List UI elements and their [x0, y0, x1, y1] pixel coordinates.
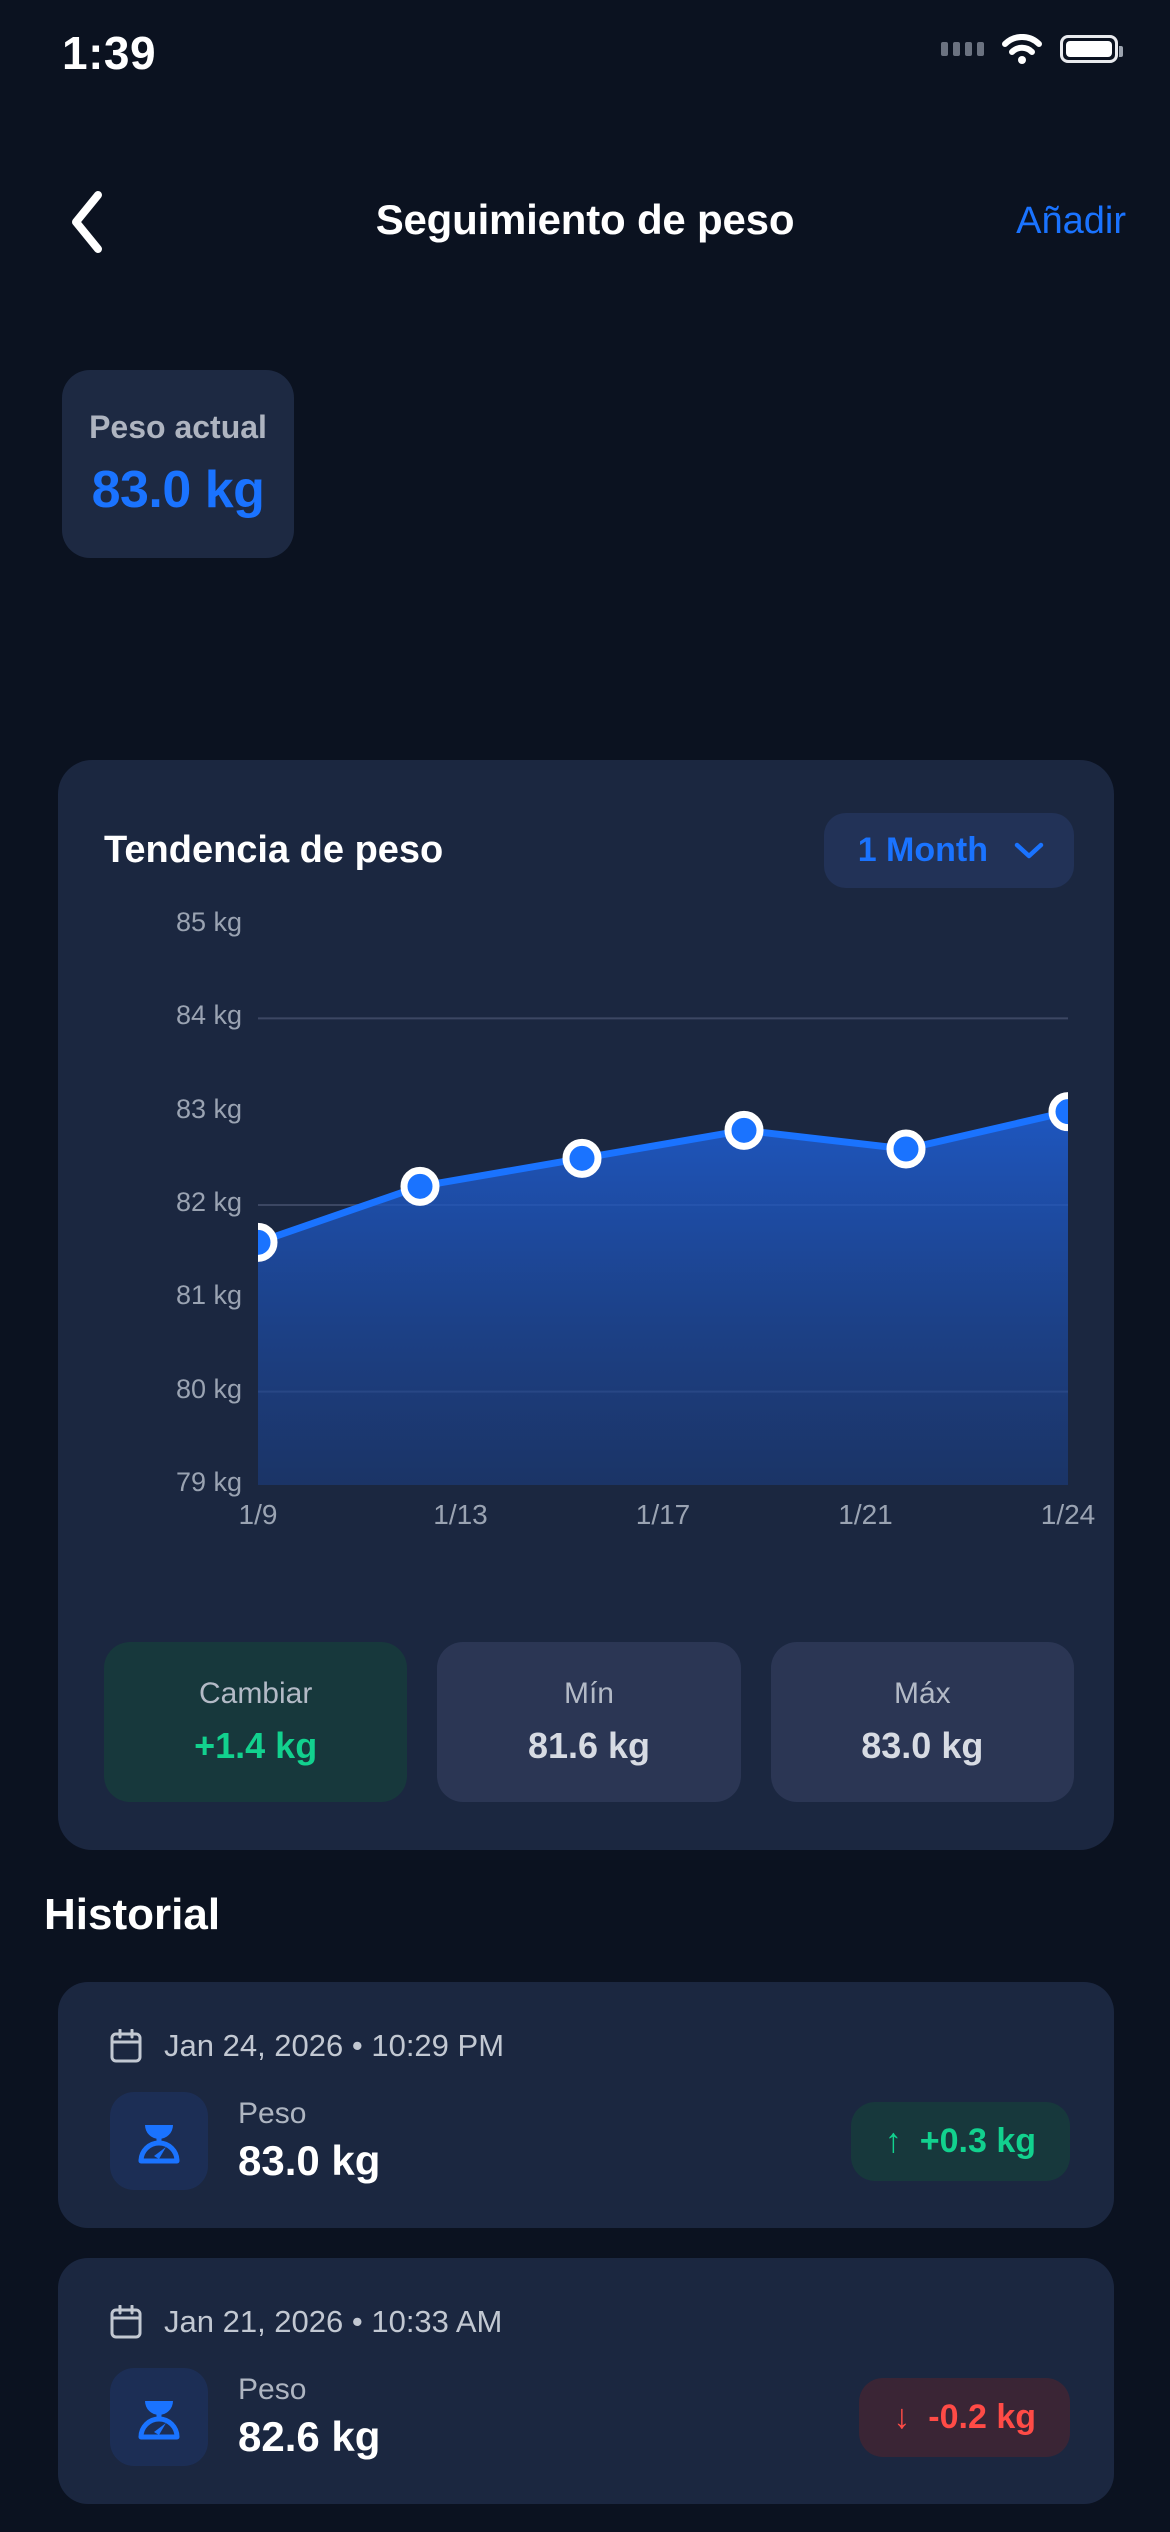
history-date-row: Jan 24, 2026 • 10:29 PM — [110, 2028, 504, 2064]
battery-icon — [1060, 35, 1123, 63]
trend-header: Tendencia de peso 1 Month — [104, 808, 1074, 892]
current-weight-value: 83.0 kg — [91, 460, 265, 519]
stat-box-2: Máx 83.0 kg — [770, 1642, 1074, 1802]
status-bar-indicators — [941, 33, 1123, 64]
y-axis-tick: 85 kg — [175, 907, 242, 937]
history-weight-value: 83.0 kg — [238, 2137, 381, 2184]
page-title: Seguimiento de peso — [375, 196, 795, 243]
history-heading: Historial — [44, 1890, 221, 1939]
history-text: Peso 82.6 kg — [238, 2373, 380, 2461]
stat-box-1: Mín 81.6 kg — [437, 1642, 741, 1802]
y-axis-tick: 82 kg — [175, 1187, 242, 1217]
chart-data-point[interactable] — [886, 1129, 926, 1169]
chart-data-point[interactable] — [562, 1138, 602, 1178]
history-date-row: Jan 21, 2026 • 10:33 AM — [110, 2304, 502, 2340]
scale-icon — [110, 2092, 208, 2190]
chevron-down-icon — [1014, 841, 1044, 859]
history-metric-kind: Peso — [238, 2097, 307, 2130]
stat-label: Máx — [893, 1677, 951, 1710]
period-selector-label: 1 Month — [857, 830, 988, 869]
stat-label: Mín — [563, 1677, 614, 1710]
delta-arrow-icon: ↑ — [884, 2121, 902, 2160]
history-text: Peso 83.0 kg — [238, 2097, 380, 2185]
chart-plot-area — [238, 925, 1088, 1485]
add-entry-button[interactable]: Añadir — [1016, 200, 1126, 242]
history-body: Peso 82.6 kg ↓ -0.2 kg — [110, 2368, 1070, 2466]
weight-trend-card: Tendencia de peso 1 Month 85 kg 84 kg 83 k… — [58, 760, 1114, 1850]
y-axis-tick: 79 kg — [175, 1467, 242, 1497]
chart-data-point[interactable] — [724, 1110, 764, 1150]
y-axis-tick: 81 kg — [175, 1280, 242, 1311]
chart-data-point[interactable] — [400, 1166, 440, 1206]
history-timestamp: Jan 24, 2026 • 10:29 PM — [164, 2028, 505, 2063]
history-item-1[interactable]: Jan 21, 2026 • 10:33 AM Peso 82.6 kg ↓ -… — [58, 2258, 1114, 2504]
history-delta-badge: ↓ -0.2 kg — [859, 2377, 1070, 2457]
period-selector[interactable]: 1 Month — [823, 812, 1074, 888]
delta-arrow-icon: ↓ — [893, 2397, 911, 2436]
stat-value: 81.6 kg — [527, 1725, 651, 1766]
trend-stats-row: Cambiar +1.4 kg Mín 81.6 kg Máx 83.0 kg — [104, 1642, 1074, 1802]
history-delta-badge: ↑ +0.3 kg — [850, 2101, 1070, 2181]
navigation-bar: Seguimiento de peso Añadir — [0, 170, 1170, 280]
status-bar-time: 1:39 — [62, 27, 157, 79]
history-body: Peso 83.0 kg ↑ +0.3 kg — [110, 2092, 1070, 2190]
scale-icon — [110, 2368, 208, 2466]
history-weight-value: 82.6 kg — [238, 2413, 381, 2460]
stat-box-0: Cambiar +1.4 kg — [104, 1642, 408, 1802]
chart-x-axis: 1/9 1/13 1/17 1/21 1/24 — [239, 1499, 1096, 1549]
y-axis-tick: 80 kg — [175, 1373, 242, 1404]
signal-dots-icon — [941, 42, 984, 56]
back-button[interactable] — [48, 184, 128, 264]
history-timestamp: Jan 21, 2026 • 10:33 AM — [164, 2304, 503, 2339]
x-axis-tick: 1/9 — [238, 1499, 278, 1530]
stat-value: 83.0 kg — [861, 1725, 984, 1766]
x-axis-tick: 1/24 — [1040, 1499, 1096, 1530]
y-axis-tick: 84 kg — [175, 1000, 242, 1031]
history-item-0[interactable]: Jan 24, 2026 • 10:29 PM Peso 83.0 kg ↑ +… — [58, 1982, 1114, 2228]
current-weight-card[interactable]: Peso actual 83.0 kg — [62, 370, 294, 558]
current-weight-label: Peso actual — [89, 408, 267, 445]
history-delta-value: -0.2 kg — [928, 2397, 1036, 2436]
history-delta-value: +0.3 kg — [919, 2121, 1036, 2160]
calendar-icon — [110, 2304, 142, 2339]
stat-value: +1.4 kg — [194, 1725, 318, 1766]
history-metric-kind: Peso — [238, 2373, 307, 2406]
calendar-icon — [110, 2028, 142, 2063]
wifi-icon — [1002, 33, 1042, 64]
chart-data-point[interactable] — [1048, 1092, 1088, 1132]
x-axis-tick: 1/13 — [433, 1499, 488, 1530]
chart-y-axis: 85 kg 84 kg 83 kg 82 kg 81 kg 80 kg 79 kg — [122, 907, 242, 1497]
status-bar: 1:39 — [0, 0, 1170, 120]
y-axis-tick: 83 kg — [175, 1093, 242, 1124]
chart-data-point[interactable] — [238, 1222, 278, 1262]
weight-chart[interactable]: 85 kg 84 kg 83 kg 82 kg 81 kg 80 kg 79 kg 1/9 1… — [58, 907, 1114, 1565]
x-axis-tick: 1/17 — [635, 1499, 691, 1530]
stat-label: Cambiar — [198, 1677, 313, 1710]
x-axis-tick: 1/21 — [838, 1499, 893, 1530]
trend-title: Tendencia de peso — [104, 828, 444, 871]
chevron-left-icon — [68, 189, 108, 260]
